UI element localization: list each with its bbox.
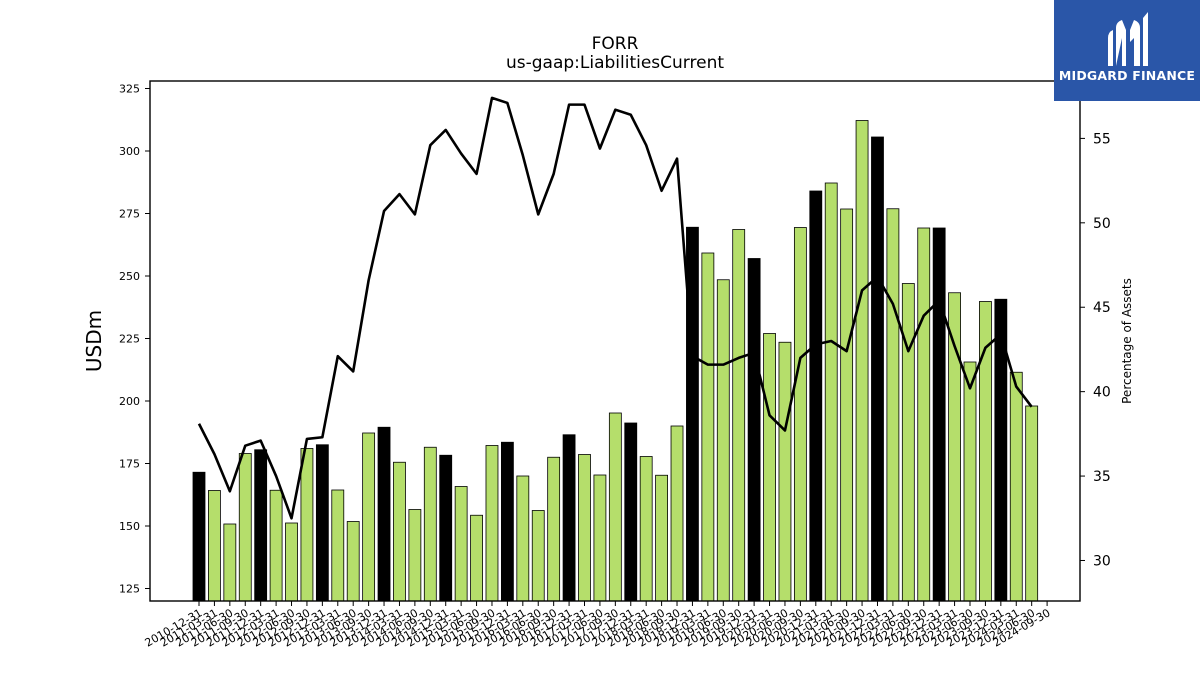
bar-2022-03-31 xyxy=(886,208,900,602)
bar-2012-03-31 xyxy=(269,489,283,602)
y-tick-label: 300 xyxy=(119,145,140,158)
bar-2019-12-31 xyxy=(747,258,761,602)
bar-2014-03-31 xyxy=(393,461,406,602)
bar-2014-09-30 xyxy=(423,446,437,602)
y-tick-label: 125 xyxy=(119,583,140,596)
bar-2015-09-30 xyxy=(485,445,499,602)
bar-2013-09-30 xyxy=(362,432,376,602)
y2-tick-label: 55 xyxy=(1093,131,1111,147)
y-tick-label: 150 xyxy=(119,520,140,533)
y-tick-label: 275 xyxy=(119,208,140,221)
bar-2020-09-30 xyxy=(793,227,807,602)
bar-2018-09-30 xyxy=(670,425,684,602)
bar-2017-09-30 xyxy=(608,412,622,602)
bar-2011-09-30 xyxy=(238,453,252,602)
bar-2017-06-30 xyxy=(593,474,607,602)
y-tick-label: 200 xyxy=(119,395,140,408)
bar-2023-06-30 xyxy=(963,361,977,602)
bar-2022-06-30 xyxy=(901,283,915,602)
chart-title: FORR xyxy=(592,34,639,54)
bar-2019-03-31 xyxy=(701,252,715,602)
bar-2024-06-30 xyxy=(1025,405,1039,602)
bar-2020-06-30 xyxy=(778,341,792,602)
bar-2023-03-31 xyxy=(948,292,961,602)
bar-2011-03-31 xyxy=(208,490,221,602)
bar-2021-09-30 xyxy=(855,120,869,602)
bar-2016-03-31 xyxy=(516,475,530,602)
bar-2013-12-31 xyxy=(377,426,391,602)
bar-2018-06-30 xyxy=(655,474,668,602)
bar-2024-03-31 xyxy=(1009,371,1023,602)
bar-2019-09-30 xyxy=(732,229,746,602)
y-axis-label: USDm xyxy=(82,310,106,372)
bar-2020-12-31 xyxy=(809,190,823,602)
bar-2021-03-31 xyxy=(824,182,838,602)
y2-tick-label: 40 xyxy=(1093,385,1111,401)
bar-2016-09-30 xyxy=(547,456,561,602)
bar-2014-06-30 xyxy=(408,509,422,602)
bar-2013-06-30 xyxy=(346,521,360,602)
y2-tick-label: 35 xyxy=(1093,469,1111,485)
brand-logo: MIDGARD FINANCE xyxy=(1054,0,1200,101)
bar-2013-03-31 xyxy=(331,489,345,602)
bar-2011-12-31 xyxy=(254,449,268,602)
series-line xyxy=(197,96,1033,520)
bar-2016-12-31 xyxy=(562,434,576,602)
bar-2017-12-31 xyxy=(624,422,638,602)
bar-2015-12-31 xyxy=(500,441,514,602)
midgard-finance-logo-icon xyxy=(1108,12,1148,66)
bar-2012-06-30 xyxy=(285,522,298,602)
y-tick-label: 250 xyxy=(119,270,140,283)
bar-2017-03-31 xyxy=(578,454,591,602)
bar-2022-09-30 xyxy=(917,227,931,602)
bar-2021-12-31 xyxy=(871,136,884,602)
bar-2018-12-31 xyxy=(686,226,699,602)
y2-tick-label: 30 xyxy=(1093,553,1111,569)
bar-2014-12-31 xyxy=(439,454,453,602)
brand-name: MIDGARD FINANCE xyxy=(1058,68,1196,83)
y2-tick-label: 45 xyxy=(1093,300,1111,316)
bar-2022-12-31 xyxy=(932,227,946,602)
bar-2015-03-31 xyxy=(454,486,468,602)
bar-2019-06-30 xyxy=(716,279,730,602)
bar-2018-03-31 xyxy=(639,456,653,602)
y2-tick-label: 50 xyxy=(1093,216,1111,232)
bar-2016-06-30 xyxy=(531,510,545,602)
bar-2011-06-30 xyxy=(223,523,237,602)
y-tick-label: 325 xyxy=(119,83,140,96)
y-tick-label: 175 xyxy=(119,458,140,471)
bar-2012-12-31 xyxy=(315,444,329,602)
bar-2010-12-31 xyxy=(192,471,206,602)
bar-2020-03-31 xyxy=(763,333,776,602)
y2-axis-label: Percentage of Assets xyxy=(1120,278,1134,404)
bar-2015-06-30 xyxy=(470,514,483,602)
bar-2021-06-30 xyxy=(840,208,854,602)
chart-subtitle: us-gaap:LiabilitiesCurrent xyxy=(506,53,724,73)
bar-2012-09-30 xyxy=(300,448,314,602)
y-tick-label: 225 xyxy=(119,333,140,346)
